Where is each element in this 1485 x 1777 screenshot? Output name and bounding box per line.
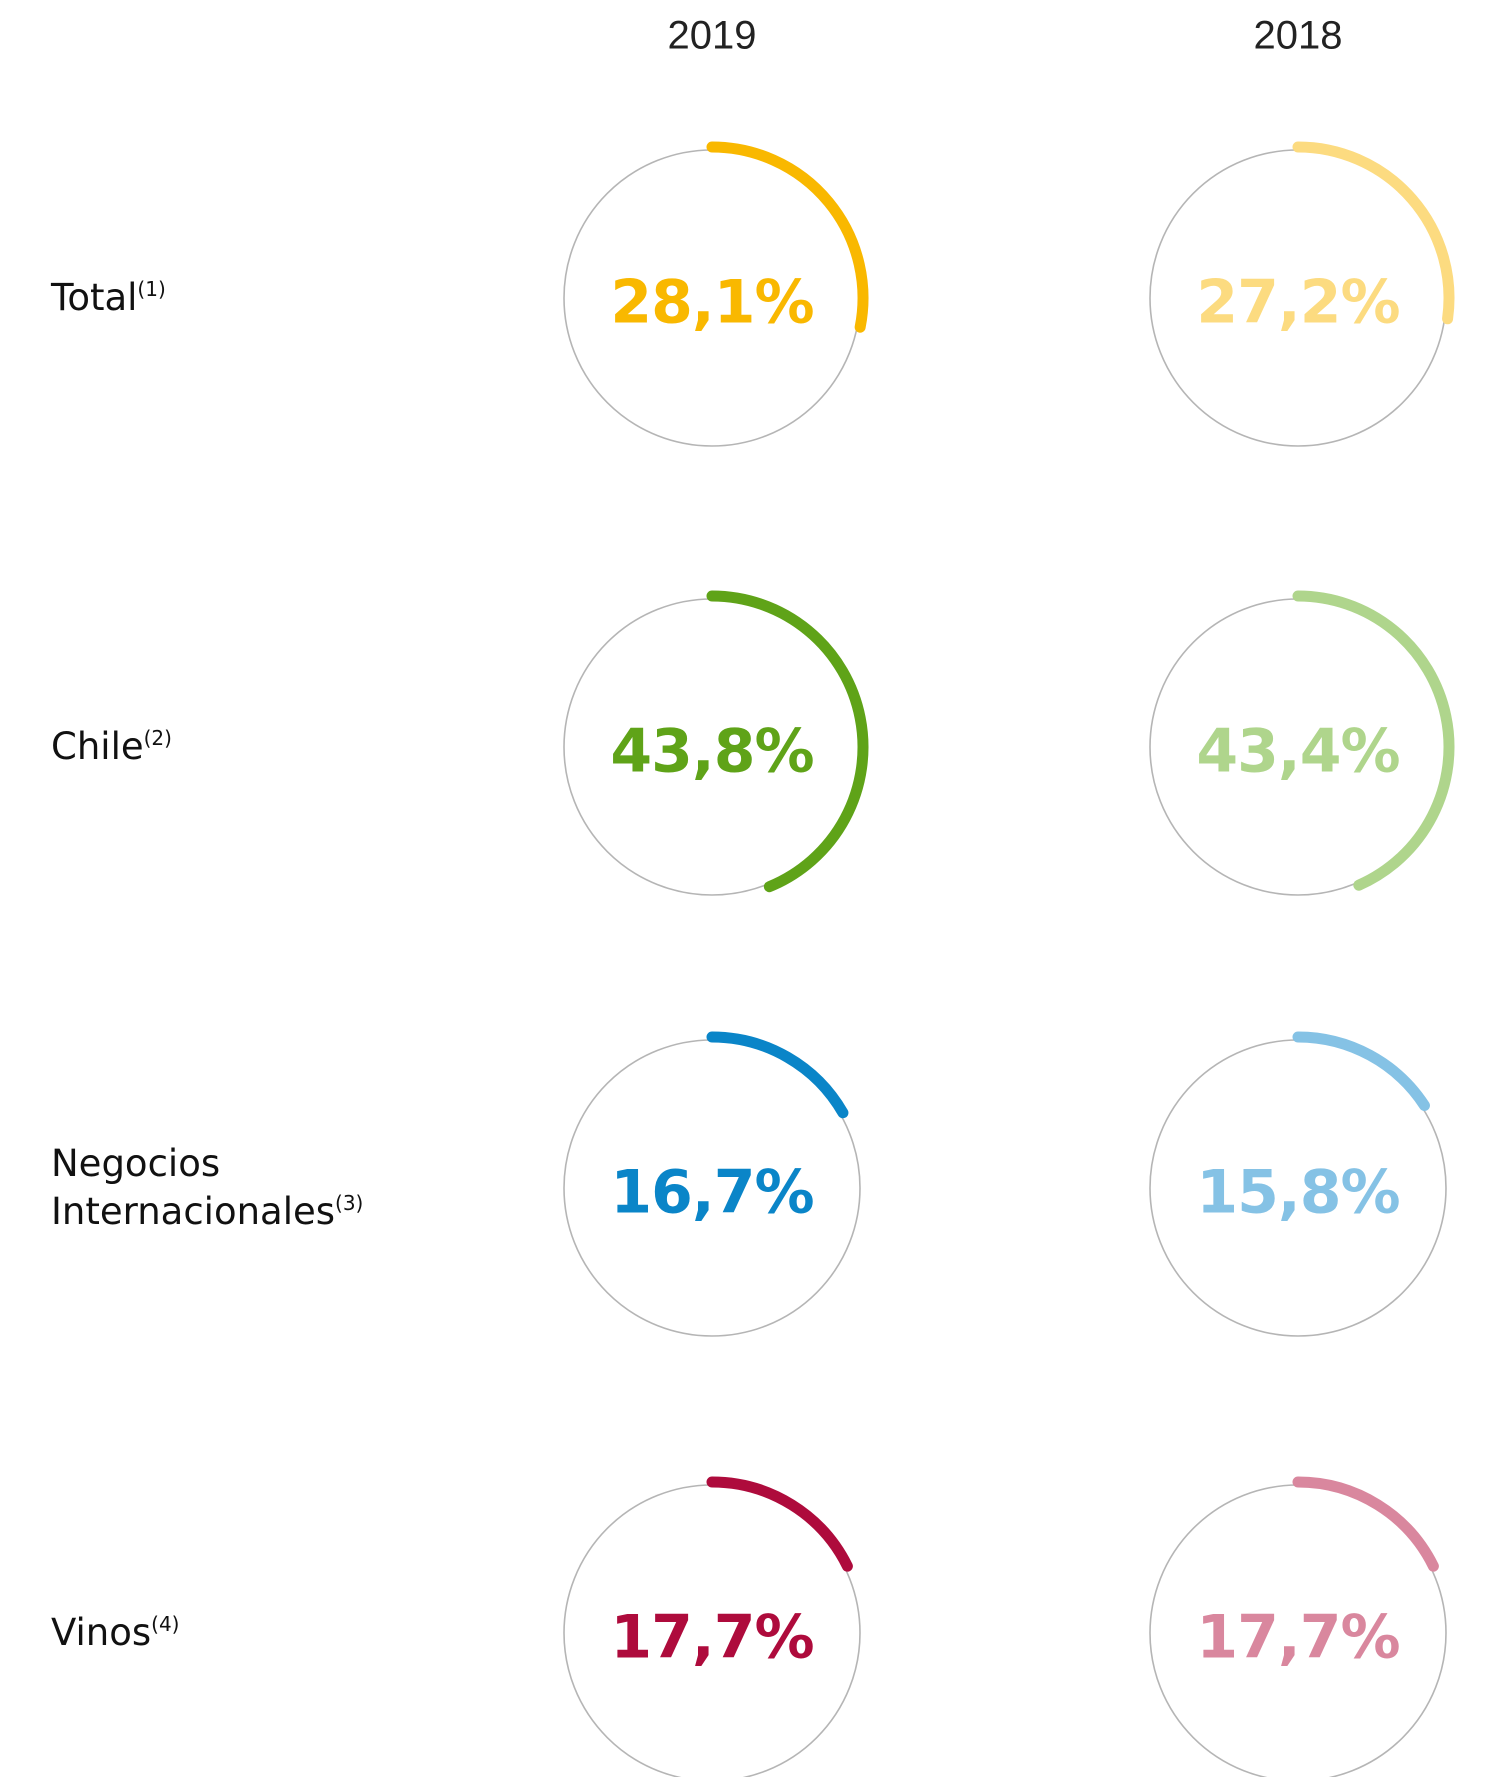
category-label: Chile(2)	[51, 723, 451, 771]
value-label: 17,7%	[1196, 1603, 1399, 1673]
value-label: 16,7%	[610, 1158, 813, 1228]
progress-arc	[706, 590, 869, 893]
progress-arc	[1292, 590, 1455, 891]
value-label: 43,4%	[1196, 717, 1399, 787]
value-label: 17,7%	[610, 1603, 813, 1673]
category-name: Vinos	[51, 1611, 152, 1654]
category-label: Negocios Internacionales(3)	[51, 1140, 451, 1236]
category-name: Chile	[51, 725, 144, 768]
progress-arc	[1292, 1031, 1430, 1111]
category-label: Total(1)	[51, 274, 451, 322]
progress-arc	[706, 1476, 853, 1572]
category-name: Negocios Internacionales	[51, 1142, 336, 1233]
progress-arc	[706, 141, 869, 333]
value-label: 15,8%	[1196, 1158, 1399, 1228]
year-label: 2019	[668, 14, 757, 58]
footnote-mark: (3)	[335, 1191, 364, 1215]
value-label: 43,8%	[610, 717, 813, 787]
footnote-mark: (4)	[151, 1612, 180, 1636]
progress-arc	[706, 1031, 849, 1119]
progress-arc	[1292, 1476, 1439, 1572]
footnote-mark: (1)	[137, 277, 166, 301]
progress-arc	[1292, 141, 1455, 325]
category-name: Total	[51, 276, 138, 319]
year-label: 2018	[1254, 14, 1343, 58]
value-label: 28,1%	[610, 268, 813, 338]
category-label: Vinos(4)	[51, 1609, 451, 1657]
value-label: 27,2%	[1196, 268, 1399, 338]
footnote-mark: (2)	[143, 726, 172, 750]
